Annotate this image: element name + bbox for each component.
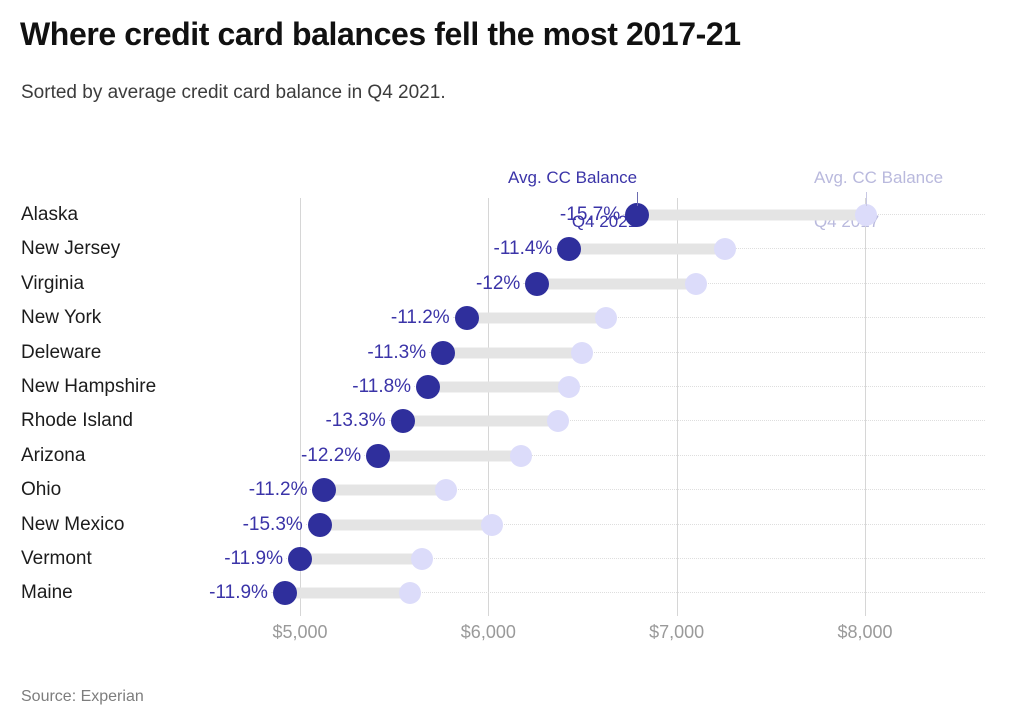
chart-row[interactable]: New Mexico -15.3% [0, 508, 1010, 542]
data-point-q4-2017[interactable] [684, 272, 707, 295]
data-point-q4-2017[interactable] [481, 513, 504, 536]
row-connector-bar [537, 278, 696, 290]
x-axis-tick-label: $7,000 [649, 622, 705, 642]
row-connector-bar [402, 415, 559, 427]
row-category-label: New Hampshire [21, 376, 157, 397]
row-category-label: New Mexico [21, 513, 125, 535]
row-change-label: -11.8% [352, 376, 412, 397]
data-point-q4-2017[interactable] [547, 410, 570, 433]
data-point-q4-2021[interactable] [288, 547, 312, 571]
row-change-label: -12.2% [300, 444, 362, 466]
row-category-label: Alaska [21, 204, 79, 225]
chart-row[interactable]: Arizona -12.2% [0, 439, 1010, 473]
row-dotted-rule [429, 351, 985, 354]
chart-subtitle: Sorted by average credit card balance in… [21, 82, 446, 103]
data-point-q4-2017[interactable] [713, 238, 736, 261]
row-connector-bar [324, 484, 446, 496]
legend-older-line2: Q4 2017 [813, 212, 880, 231]
gridline [676, 198, 678, 616]
chart-row[interactable]: Rhode Island -13.3% [0, 404, 1010, 438]
row-dotted-rule [523, 282, 985, 285]
source-note: Source: Experian [21, 688, 144, 705]
row-change-label: -11.2% [390, 307, 450, 329]
row-change-label: -11.9% [209, 582, 268, 604]
data-point-q4-2017[interactable] [510, 444, 533, 467]
chart-row[interactable]: New Hampshire -11.8% [0, 370, 1010, 404]
x-axis-tick-label: $5,000 [272, 622, 328, 642]
row-connector-bar [319, 519, 493, 531]
gridline [300, 198, 301, 616]
chart-title: Where credit card balances fell the most… [20, 16, 741, 52]
row-change-label: -12% [475, 272, 521, 294]
data-point-q4-2021[interactable] [431, 340, 456, 365]
chart-row[interactable]: New York -11.2% [0, 301, 1010, 335]
row-category-label: New York [21, 307, 102, 329]
data-point-q4-2021[interactable] [272, 581, 297, 606]
x-axis-tick-label: $6,000 [460, 622, 516, 642]
data-point-q4-2017[interactable] [595, 307, 618, 330]
data-point-q4-2021[interactable] [390, 409, 415, 434]
row-category-label: Virginia [21, 272, 85, 294]
row-connector-bar [378, 450, 522, 462]
legend-label-q4-2021: Avg. CC Balance Q4 2021 [437, 145, 637, 255]
gridline [488, 198, 490, 616]
row-connector-bar [443, 347, 582, 359]
legend-recent-line2: Q4 2021 [571, 212, 638, 231]
legend-label-q4-2017: Avg. CC Balance Q4 2017 [814, 145, 1004, 255]
chart-row[interactable]: Deleware -11.3% [0, 336, 1010, 370]
row-change-label: -13.3% [325, 410, 386, 432]
row-dotted-rule [270, 592, 985, 594]
row-connector-bar [284, 587, 411, 599]
row-dotted-rule [286, 558, 985, 560]
gridline [865, 198, 866, 616]
data-point-q4-2021[interactable] [312, 478, 337, 503]
x-axis-tick-label: $8,000 [837, 622, 893, 642]
row-category-label: Arizona [21, 444, 86, 466]
row-dotted-rule [388, 420, 985, 422]
row-category-label: Vermont [21, 548, 92, 569]
data-point-q4-2021[interactable] [366, 443, 391, 468]
row-connector-bar [428, 381, 570, 393]
row-category-label: Rhode Island [21, 410, 133, 432]
data-point-q4-2017[interactable] [434, 479, 457, 502]
row-connector-bar [466, 312, 607, 324]
row-category-label: New Jersey [21, 238, 121, 260]
row-dotted-rule [364, 454, 985, 457]
row-dotted-rule [305, 523, 985, 526]
row-dotted-rule [310, 489, 985, 491]
row-dotted-rule [452, 317, 985, 319]
row-category-label: Maine [21, 582, 73, 604]
row-change-label: -11.2% [248, 479, 308, 501]
data-point-q4-2021[interactable] [454, 306, 479, 331]
legend-recent-line1: Avg. CC Balance [507, 168, 638, 187]
legend-older-line1: Avg. CC Balance [813, 168, 944, 187]
data-point-q4-2017[interactable] [570, 341, 593, 364]
chart-row[interactable]: Vermont -11.9% [0, 542, 1010, 576]
chart-row[interactable]: Virginia -12% [0, 267, 1010, 301]
chart-row[interactable]: Maine -11.9% [0, 576, 1010, 610]
data-point-q4-2021[interactable] [525, 271, 550, 296]
row-dotted-rule [414, 386, 985, 388]
chart-row[interactable]: Ohio -11.2% [0, 473, 1010, 507]
data-point-q4-2021[interactable] [416, 375, 441, 399]
row-connector-bar [300, 553, 423, 565]
row-change-label: -11.3% [367, 341, 427, 363]
row-category-label: Deleware [21, 341, 102, 363]
data-point-q4-2021[interactable] [307, 512, 332, 537]
row-change-label: -11.9% [224, 548, 283, 569]
data-point-q4-2017[interactable] [411, 548, 434, 570]
row-category-label: Ohio [21, 479, 62, 501]
row-change-label: -15.3% [242, 513, 303, 535]
data-point-q4-2017[interactable] [399, 582, 422, 605]
data-point-q4-2017[interactable] [558, 376, 581, 398]
legend-pointer-tick [637, 192, 639, 206]
